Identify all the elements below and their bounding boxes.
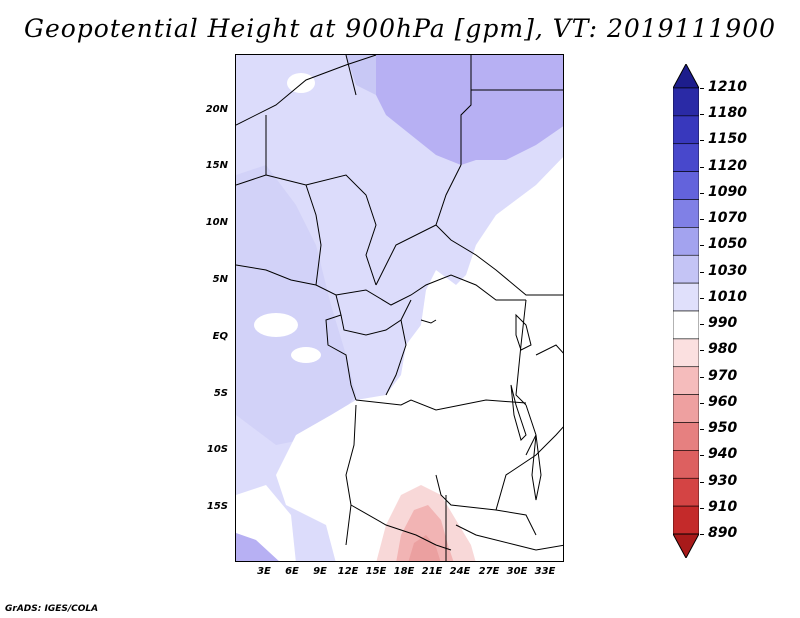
colorbar-segment <box>673 227 699 256</box>
colorbar-segment <box>673 143 699 172</box>
colorbar-tick <box>700 192 704 194</box>
lon-label: 3E <box>257 566 271 577</box>
lon-label: 30E <box>506 566 528 577</box>
lon-label: 6E <box>285 566 299 577</box>
colorbar-segment <box>673 477 699 507</box>
lon-label: 18E <box>393 566 415 577</box>
colorbar-tick <box>700 376 704 378</box>
colorbar-bottom-triangle <box>673 533 699 558</box>
field-coastal-blue <box>236 165 356 445</box>
lakes <box>420 313 542 501</box>
colorbar-segment <box>673 282 699 312</box>
colorbar-label: 990 <box>708 315 738 332</box>
colorbar <box>673 64 699 558</box>
colorbar-segment <box>673 115 699 145</box>
colorbar-label: 1150 <box>708 131 747 148</box>
field-purple-sw <box>236 533 279 561</box>
lat-label: 5S <box>213 388 228 399</box>
colorbar-tick <box>700 350 704 352</box>
field-white-patch <box>287 73 315 93</box>
colorbar-segment <box>673 394 699 423</box>
colorbar-label: 1010 <box>708 288 747 305</box>
colorbar-label: 930 <box>708 472 738 489</box>
lon-label: 15E <box>365 566 387 577</box>
field-red-low <box>396 505 454 561</box>
colorbar-tick <box>700 455 704 457</box>
lon-label: 33E <box>534 566 556 577</box>
lat-label: 15N <box>205 160 228 171</box>
colorbar-tick <box>700 245 704 247</box>
colorbar-tick <box>700 324 704 326</box>
colorbar-segment <box>673 171 699 200</box>
colorbar-segment <box>673 310 699 340</box>
colorbar-label: 1120 <box>708 157 747 174</box>
colorbar-tick <box>700 166 704 168</box>
colorbar-label: 1050 <box>708 236 747 253</box>
map-panel <box>235 54 564 562</box>
colorbar-label: 1070 <box>708 210 747 227</box>
map-field-svg <box>236 55 563 561</box>
colorbar-label: 890 <box>708 525 738 541</box>
field-white-patch <box>254 313 298 337</box>
colorbar-tick <box>700 271 704 273</box>
lon-label: 27E <box>478 566 500 577</box>
colorbar-tick <box>700 429 704 431</box>
colorbar-tick <box>700 114 704 116</box>
colorbar-label: 1180 <box>708 105 747 122</box>
colorbar-segment <box>673 254 699 284</box>
lon-label: 21E <box>421 566 443 577</box>
lat-label: 10S <box>206 444 228 455</box>
lat-label: 10N <box>205 217 228 228</box>
colorbar-label: 980 <box>708 341 738 358</box>
colorbar-tick <box>700 297 704 299</box>
colorbar-label: 1030 <box>708 262 747 279</box>
colorbar-tick <box>700 402 704 404</box>
lon-label: 12E <box>337 566 359 577</box>
colorbar-top-triangle <box>673 64 699 89</box>
colorbar-segment <box>673 87 699 117</box>
field-white-patch <box>291 347 321 363</box>
colorbar-segment <box>673 450 699 479</box>
colorbar-label: 1090 <box>708 183 747 200</box>
colorbar-label: 910 <box>708 498 738 515</box>
colorbar-label: 950 <box>708 420 738 437</box>
colorbar-label: 940 <box>708 446 738 463</box>
colorbar-tick <box>700 507 704 509</box>
field-white-low <box>276 157 563 561</box>
colorbar-label: 960 <box>708 393 738 410</box>
colorbar-segment <box>673 338 699 368</box>
colorbar-label: 970 <box>708 367 738 384</box>
field-purple-high <box>376 55 563 165</box>
lat-label: 20N <box>205 104 228 115</box>
colorbar-tick <box>700 140 704 142</box>
colorbar-tick <box>700 88 704 89</box>
country-borders <box>236 55 563 561</box>
field-mid-blue <box>346 55 376 95</box>
colorbar-segment <box>673 199 699 228</box>
colorbar-tick <box>700 534 704 535</box>
lat-label: 15S <box>206 501 228 512</box>
footer-credit: GrADS: IGES/COLA <box>5 604 99 614</box>
colorbar-tick <box>700 219 704 221</box>
colorbar-label: 1210 <box>708 79 747 95</box>
lon-label: 24E <box>449 566 471 577</box>
lon-label: 9E <box>313 566 327 577</box>
lat-label: EQ <box>212 331 228 342</box>
colorbar-segment <box>673 422 699 451</box>
chart-title: Geopotential Height at 900hPa [gpm], VT:… <box>23 14 777 43</box>
field-deep-red-low <box>408 535 441 561</box>
colorbar-tick <box>700 481 704 483</box>
colorbar-segment <box>673 366 699 395</box>
lat-label: 5N <box>212 274 228 285</box>
colorbar-segment <box>673 505 699 535</box>
